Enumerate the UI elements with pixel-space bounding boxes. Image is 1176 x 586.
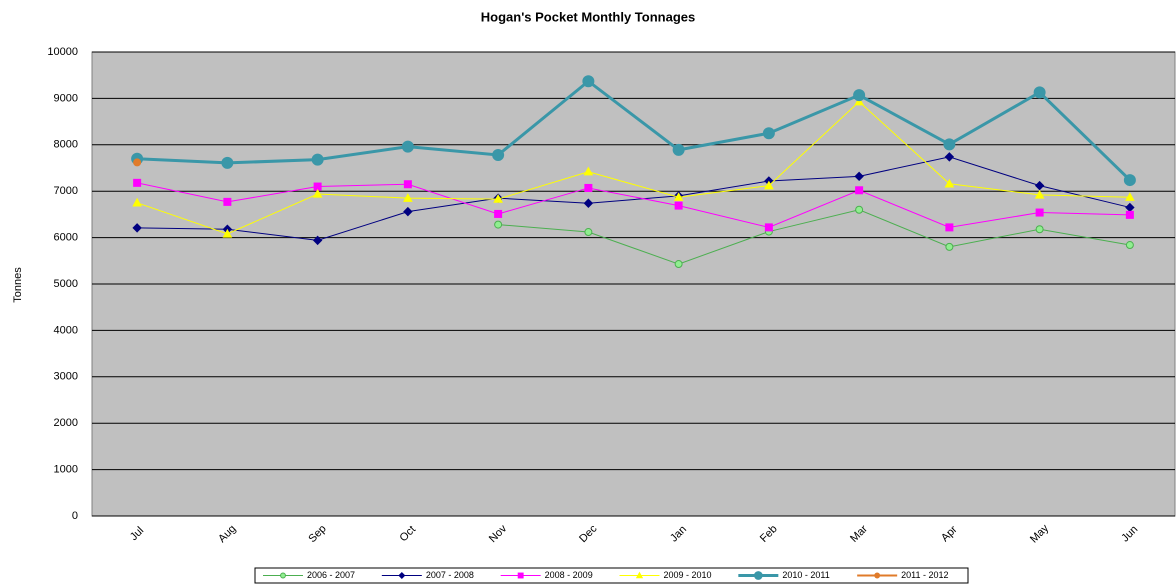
marker: [403, 180, 412, 189]
marker: [583, 198, 594, 208]
y-tick-label: 0: [72, 510, 78, 522]
marker: [517, 572, 524, 579]
marker: [583, 166, 594, 176]
x-tick-label: Jan: [668, 523, 689, 544]
y-tick-label: 10000: [47, 46, 78, 58]
legend-marker: [874, 572, 881, 579]
series-line: [137, 156, 1130, 241]
legend-label: 2007 - 2008: [426, 570, 474, 580]
marker: [584, 183, 593, 192]
x-tick-label: Nov: [487, 522, 510, 545]
y-tick-label: 5000: [54, 278, 78, 290]
marker: [401, 140, 414, 153]
marker: [673, 192, 684, 201]
marker: [1125, 210, 1134, 219]
marker: [945, 223, 954, 232]
x-tick-label: May: [1028, 522, 1052, 546]
marker: [753, 571, 763, 580]
marker: [493, 194, 503, 203]
marker: [672, 143, 685, 156]
chart-title: Hogan's Pocket Monthly Tonnages: [481, 9, 695, 24]
x-tick-label: Dec: [577, 522, 600, 545]
legend-label: 2011 - 2012: [901, 570, 948, 580]
marker: [674, 260, 683, 269]
marker: [853, 89, 866, 102]
marker: [855, 205, 864, 214]
marker: [492, 149, 505, 162]
marker: [311, 153, 324, 166]
x-tick-label: Aug: [216, 523, 238, 545]
y-tick-label: 6000: [54, 232, 78, 244]
marker: [280, 572, 286, 579]
marker: [403, 206, 413, 217]
y-tick-label: 7000: [54, 185, 78, 197]
marker: [764, 223, 773, 232]
marker: [1035, 208, 1044, 217]
x-tick-label: Apr: [939, 523, 960, 544]
marker: [945, 242, 954, 251]
marker: [854, 96, 864, 106]
series-line: [137, 79, 1131, 182]
x-tick-label: Jul: [128, 525, 146, 543]
marker: [944, 178, 955, 188]
marker: [762, 127, 775, 140]
marker: [398, 571, 406, 580]
marker: [133, 158, 142, 167]
marker: [1125, 241, 1134, 250]
marker: [312, 188, 323, 198]
legend-marker: [280, 572, 286, 579]
y-tick-label: 9000: [54, 92, 78, 104]
x-tick-label: Feb: [758, 523, 780, 545]
x-tick-label: Mar: [848, 523, 870, 545]
marker: [312, 235, 323, 246]
series-line: [137, 182, 1130, 228]
marker: [1123, 174, 1136, 187]
y-axis-label: Tonnes: [12, 267, 24, 303]
marker: [1033, 86, 1046, 99]
series-line: [498, 209, 1130, 265]
legend-marker: [635, 571, 644, 579]
legend-marker: [517, 572, 524, 579]
marker: [943, 138, 956, 151]
marker: [874, 572, 881, 579]
x-tick-label: Sep: [306, 523, 328, 545]
marker: [854, 171, 864, 182]
y-tick-label: 2000: [54, 417, 78, 429]
marker: [764, 180, 774, 190]
marker: [584, 228, 593, 237]
series-line: [136, 100, 1130, 235]
legend-label: 2009 - 2010: [664, 570, 712, 580]
marker: [494, 209, 503, 218]
legend-marker: [398, 571, 406, 580]
marker: [635, 571, 644, 579]
marker: [944, 152, 955, 162]
marker: [1125, 192, 1135, 201]
legend-box: [254, 567, 969, 584]
marker: [1034, 189, 1045, 199]
marker: [132, 223, 142, 233]
legend-label: 2010 - 2011: [782, 570, 829, 580]
y-tick-label: 8000: [54, 139, 78, 151]
marker: [494, 220, 503, 229]
legend-marker: [753, 571, 763, 580]
marker: [1034, 180, 1045, 191]
marker: [132, 197, 142, 207]
marker: [133, 178, 142, 187]
x-tick-label: Jun: [1119, 523, 1140, 544]
legend-label: 2008 - 2009: [545, 570, 593, 580]
marker: [221, 156, 234, 169]
marker: [222, 228, 233, 238]
y-tick-label: 3000: [54, 371, 78, 383]
legend-label: 2006 - 2007: [307, 570, 355, 580]
y-tick-label: 4000: [54, 324, 78, 336]
marker: [223, 197, 232, 206]
marker: [1035, 225, 1044, 234]
marker: [582, 75, 595, 88]
y-tick-label: 1000: [54, 464, 78, 476]
marker: [403, 193, 413, 202]
marker: [855, 186, 864, 195]
marker: [674, 201, 683, 210]
x-tick-label: Oct: [398, 524, 419, 545]
